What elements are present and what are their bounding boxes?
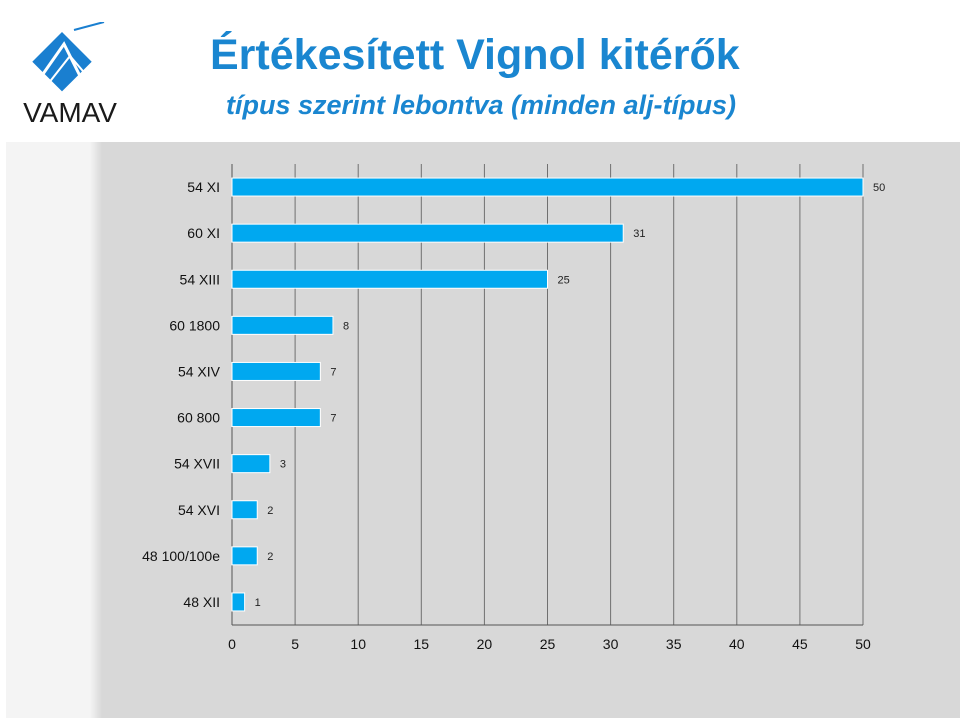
bar bbox=[231, 269, 548, 289]
x-tick-label: 50 bbox=[855, 636, 871, 652]
page-title: Értékesített Vignol kitérők bbox=[210, 31, 740, 79]
value-label: 2 bbox=[267, 551, 273, 563]
x-tick-label: 25 bbox=[540, 636, 556, 652]
value-label: 50 bbox=[873, 182, 885, 194]
bar bbox=[231, 315, 334, 335]
bar bbox=[231, 361, 321, 381]
category-label: 60 800 bbox=[177, 410, 220, 426]
value-label: 7 bbox=[330, 413, 336, 425]
bar bbox=[231, 592, 246, 612]
category-label: 54 XIV bbox=[178, 363, 221, 379]
x-tick-label: 15 bbox=[414, 636, 430, 652]
value-label: 25 bbox=[558, 274, 570, 286]
bar bbox=[231, 500, 258, 520]
category-label: 48 XII bbox=[183, 594, 220, 610]
bar bbox=[231, 177, 864, 197]
x-tick-label: 45 bbox=[792, 636, 808, 652]
x-tick-label: 0 bbox=[228, 636, 236, 652]
category-label: 54 XVII bbox=[174, 456, 220, 472]
header: VAMAV Értékesített Vignol kitérők típus … bbox=[0, 0, 960, 142]
category-label: 54 XIII bbox=[180, 271, 220, 287]
x-tick-label: 40 bbox=[729, 636, 745, 652]
value-label: 2 bbox=[267, 505, 273, 517]
page-subtitle: típus szerint lebontva (minden alj-típus… bbox=[226, 90, 737, 120]
x-tick-label: 20 bbox=[477, 636, 493, 652]
bar bbox=[231, 454, 271, 474]
value-label: 8 bbox=[343, 320, 349, 332]
value-label: 31 bbox=[633, 228, 645, 240]
bar bbox=[231, 408, 321, 428]
category-label: 48 100/100e bbox=[142, 548, 220, 564]
bar bbox=[231, 546, 258, 566]
chart-area: 0 5 10 15 20 25 30 35 40 45 50 54 XI 50 60 XI 31 54 XII… bbox=[6, 142, 960, 718]
value-label: 7 bbox=[330, 366, 336, 378]
value-label: 1 bbox=[255, 597, 261, 609]
vamav-logo: VAMAV bbox=[23, 22, 117, 128]
x-tick-label: 35 bbox=[666, 636, 682, 652]
value-label: 3 bbox=[280, 459, 286, 471]
bar bbox=[231, 223, 624, 243]
category-label: 54 XI bbox=[187, 179, 220, 195]
category-label: 60 1800 bbox=[169, 317, 220, 333]
category-label: 54 XVI bbox=[178, 502, 220, 518]
category-label: 60 XI bbox=[187, 225, 220, 241]
x-tick-label: 5 bbox=[291, 636, 299, 652]
x-tick-label: 10 bbox=[350, 636, 366, 652]
x-tick-label: 30 bbox=[603, 636, 619, 652]
bar-layer bbox=[231, 177, 864, 612]
logo-text: VAMAV bbox=[23, 97, 117, 128]
